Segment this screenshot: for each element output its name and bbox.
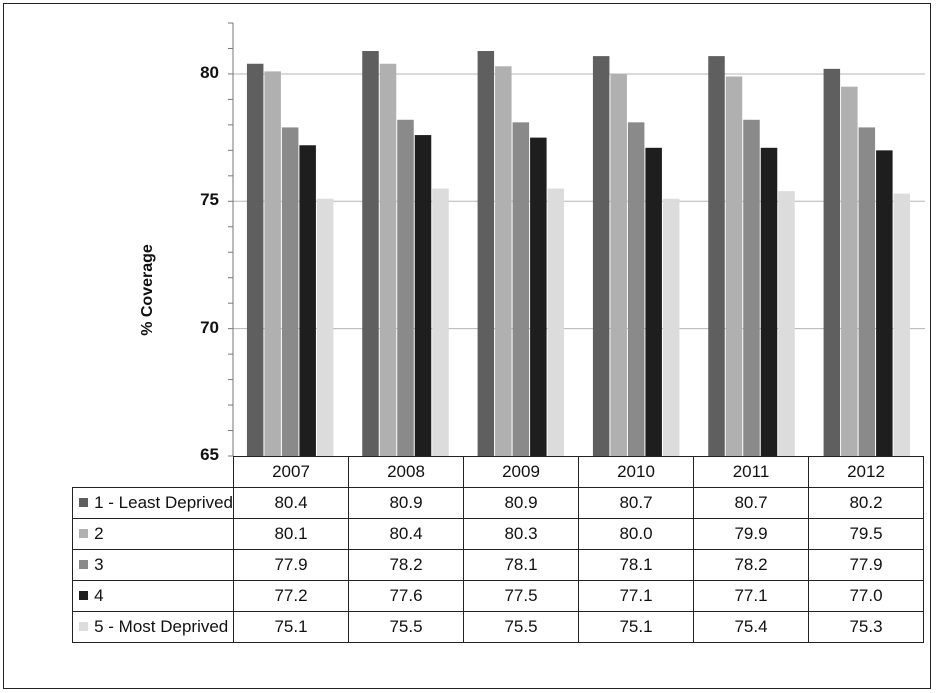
- data-label: 78.1: [463, 549, 579, 581]
- bar-5-2007: [316, 198, 334, 456]
- legend-entry: 3: [72, 549, 234, 581]
- table-row: 1 - Least Deprived 80.4 80.9 80.9 80.7 80.7 80…: [72, 487, 924, 519]
- legend-swatch-icon: [79, 622, 89, 632]
- bar-5-2010: [662, 198, 680, 456]
- bar-3-2010: [627, 122, 645, 456]
- chart-frame: [3, 3, 931, 689]
- bar-5-2012: [893, 193, 911, 456]
- data-label: 77.0: [808, 580, 924, 612]
- data-label: 80.3: [463, 518, 579, 550]
- data-label: 75.4: [693, 611, 809, 643]
- data-label: 77.5: [463, 580, 579, 612]
- bar-3-2007: [281, 127, 299, 456]
- data-label: 80.4: [348, 518, 464, 550]
- bar-2-2012: [841, 86, 858, 457]
- table-row: 5 - Most Deprived 75.1 75.5 75.5 75.1 75.4 75.…: [72, 611, 924, 643]
- table-row: 2 80.1 80.4 80.3 80.0 79.9 79.5: [72, 518, 924, 550]
- bar-5-2011: [778, 191, 795, 456]
- data-label: 80.9: [348, 487, 464, 519]
- data-label: 77.1: [693, 580, 809, 612]
- bar-4-2011: [760, 147, 778, 456]
- series-name: 4: [94, 586, 104, 605]
- legend-entry: 5 - Most Deprived: [72, 611, 234, 643]
- data-label: 80.1: [233, 518, 349, 550]
- bar-4-2009: [530, 137, 547, 456]
- bar-1-2009: [477, 51, 495, 457]
- data-label: 80.2: [808, 487, 924, 519]
- bar-3-2009: [512, 122, 530, 456]
- bar-2-2007: [264, 71, 281, 457]
- data-label: 75.5: [348, 611, 464, 643]
- bar-1-2011: [708, 56, 725, 457]
- table-row: 3 77.9 78.2 78.1 78.1 78.2 77.9: [72, 549, 924, 581]
- series-name: 5 - Most Deprived: [94, 617, 229, 636]
- x-tick-label: 2011: [693, 456, 809, 488]
- legend-entry: 1 - Least Deprived: [72, 487, 234, 519]
- x-tick-label: 2009: [463, 456, 579, 488]
- bar-5-2008: [432, 188, 449, 456]
- x-tick-label: 2012: [808, 456, 924, 488]
- data-label: 78.2: [693, 549, 809, 581]
- legend-swatch-icon: [79, 498, 89, 508]
- table-body: 1 - Least Deprived 80.4 80.9 80.9 80.7 80.7 80…: [72, 487, 924, 643]
- data-label: 75.5: [463, 611, 579, 643]
- legend-entry: 4: [72, 580, 234, 612]
- data-label: 79.9: [693, 518, 809, 550]
- bar-4-2010: [645, 147, 662, 456]
- y-axis-label: % Coverage: [139, 244, 156, 336]
- legend-swatch-icon: [79, 529, 89, 539]
- bar-3-2011: [743, 119, 760, 456]
- data-label: 79.5: [808, 518, 924, 550]
- table-row: 4 77.2 77.6 77.5 77.1 77.1 77.0: [72, 580, 924, 612]
- data-label: 80.9: [463, 487, 579, 519]
- legend-entry: 2: [72, 518, 234, 550]
- bar-1-2012: [823, 68, 841, 457]
- bar-4-2008: [414, 135, 432, 456]
- data-label: 77.6: [348, 580, 464, 612]
- data-label: 78.1: [578, 549, 694, 581]
- table-corner: [73, 457, 234, 488]
- data-label: 77.1: [578, 580, 694, 612]
- data-table: 2007 2008 2009 2010 2011 2012 1 - Least Depri…: [72, 456, 924, 643]
- bar-4-2012: [876, 150, 893, 456]
- data-label: 75.3: [808, 611, 924, 643]
- series-name: 2: [94, 524, 104, 543]
- legend-swatch-icon: [79, 560, 89, 570]
- series-name: 3: [94, 555, 104, 574]
- data-label: 78.2: [348, 549, 464, 581]
- bar-2-2010: [610, 73, 627, 457]
- bar-4-2007: [299, 145, 316, 456]
- x-tick-label: 2010: [578, 456, 694, 488]
- bar-3-2012: [858, 127, 876, 456]
- x-tick-label: 2008: [348, 456, 464, 488]
- data-label: 80.4: [233, 487, 349, 519]
- data-label: 77.2: [233, 580, 349, 612]
- legend-swatch-icon: [79, 591, 89, 601]
- data-label: 80.7: [578, 487, 694, 519]
- bar-1-2008: [362, 51, 379, 457]
- series-name: 1 - Least Deprived: [94, 493, 233, 512]
- bar-2-2011: [725, 76, 743, 457]
- data-label: 80.7: [693, 487, 809, 519]
- bar-1-2010: [592, 56, 610, 457]
- data-label: 80.0: [578, 518, 694, 550]
- data-label: 77.9: [808, 549, 924, 581]
- x-tick-label: 2007: [233, 456, 349, 488]
- data-label: 75.1: [578, 611, 694, 643]
- y-tick-label: 80: [200, 62, 219, 82]
- y-tick-label: 70: [200, 317, 219, 337]
- bar-1-2007: [246, 63, 264, 457]
- bar-3-2008: [397, 119, 414, 456]
- bar-2-2008: [379, 63, 397, 457]
- data-label: 75.1: [233, 611, 349, 643]
- data-label: 77.9: [233, 549, 349, 581]
- table-header-row: 2007 2008 2009 2010 2011 2012: [73, 456, 924, 488]
- bar-5-2009: [547, 188, 565, 456]
- bar-2-2009: [495, 66, 512, 457]
- y-tick-label: 65: [200, 445, 219, 464]
- y-tick-label: 75: [200, 190, 219, 210]
